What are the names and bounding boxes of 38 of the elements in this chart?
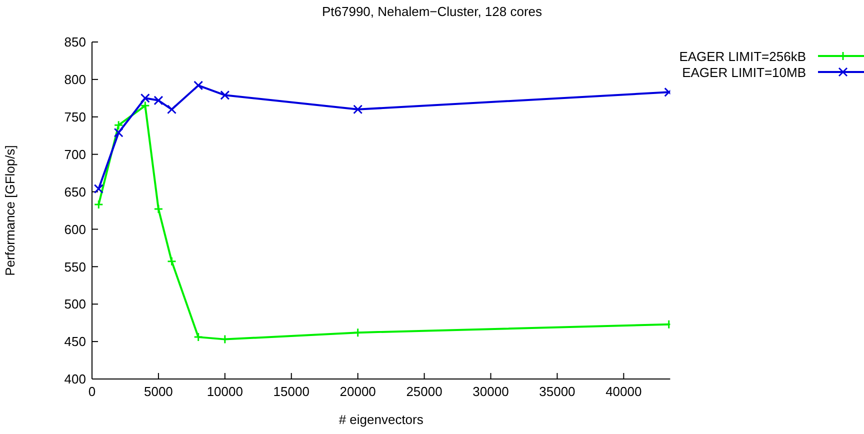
x-tick-label: 15000 [273,384,310,400]
point [94,200,104,210]
point [154,96,164,106]
point [154,204,164,214]
legend-label: EAGER LIMIT=256kB [679,48,806,64]
legend-label: EAGER LIMIT=10MB [682,64,806,80]
y-tick-label: 450 [64,334,86,350]
y-tick-label: 650 [64,184,86,200]
point [194,332,204,342]
point [94,184,104,194]
x-tick-label: 40000 [606,384,642,400]
y-tick-label: 750 [64,110,86,125]
x-tick-label: 25000 [406,384,442,400]
point [114,128,124,138]
y-tick-label: 550 [64,259,86,274]
point [220,90,230,100]
x-axis-title: # eigenvectors [338,412,424,427]
point [353,104,363,114]
point [194,80,204,90]
y-tick-label: 800 [64,72,86,88]
y-tick-label: 700 [64,146,86,162]
chart-title: Pt67990, Nehalem−Cluster, 128 cores [320,4,544,19]
y-tick-label: 600 [64,222,86,237]
x-tick-label: 0 [88,384,96,400]
point [167,104,176,114]
y-tick-label: 500 [64,296,86,312]
y-tick-label: 850 [64,34,86,50]
y-tick-label: 400 [64,372,86,387]
point [114,120,124,130]
point [140,100,150,110]
y-axis-title: Performance [GFlop/s] [2,145,18,276]
x-tick-label: 5000 [144,384,173,400]
x-tick-label: 35000 [539,384,576,400]
point [167,256,176,266]
x-tick-label: 20000 [340,384,376,400]
x-tick-label: 10000 [206,384,243,400]
x-tick-label: 30000 [472,384,509,400]
point [140,93,150,103]
